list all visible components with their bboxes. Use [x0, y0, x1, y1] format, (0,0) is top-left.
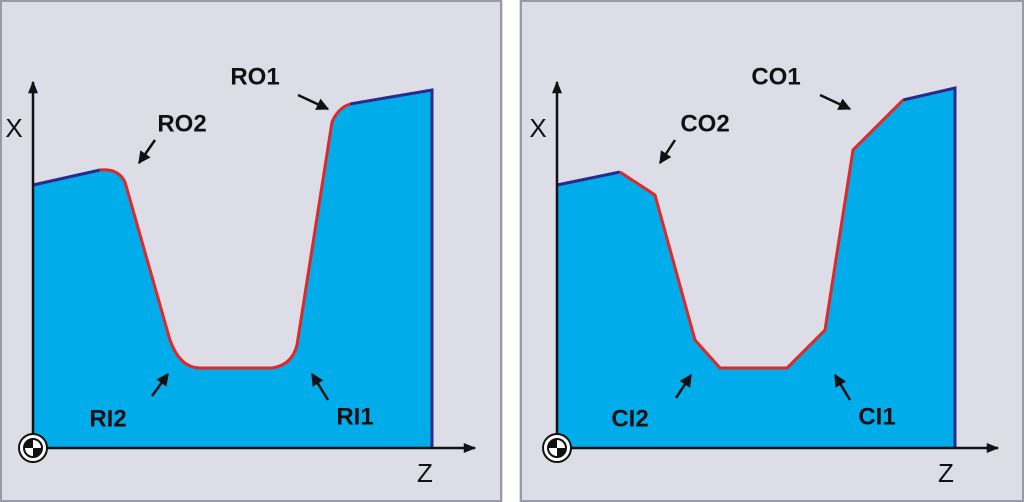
label: CO2 — [680, 110, 729, 137]
label: CI1 — [858, 403, 895, 430]
x-axis-label: X — [529, 113, 546, 143]
panel-frame — [0, 0, 502, 502]
arrow — [150, 372, 170, 397]
part-contour — [33, 90, 432, 448]
arrow — [310, 372, 330, 401]
panel-radius: X Z RO1 RO2 RI1 RI2 — [5, 63, 477, 488]
label: RI2 — [89, 405, 126, 432]
chamfered-edge — [619, 98, 905, 370]
divider — [503, 0, 519, 502]
origin-symbol — [542, 433, 572, 463]
x-axis-label: X — [5, 113, 22, 143]
z-axis-label: Z — [417, 458, 433, 488]
edge-line — [32, 88, 434, 448]
z-axis-label: Z — [938, 458, 954, 488]
label: RO2 — [157, 110, 206, 137]
label: RO1 — [230, 63, 279, 90]
arrow — [658, 139, 677, 165]
panel-frame — [520, 0, 1024, 502]
arrow — [674, 373, 693, 399]
arrow — [297, 93, 330, 111]
rounded-edge — [99, 102, 351, 370]
arrow — [833, 373, 852, 401]
edge-line — [556, 86, 957, 448]
label: RI1 — [336, 403, 373, 430]
panel-chamfer: X Z CO1 CO2 CI1 CI2 — [529, 63, 1000, 488]
arrow — [137, 139, 157, 165]
part-contour — [557, 88, 955, 448]
label: CI2 — [611, 405, 648, 432]
arrow — [819, 93, 852, 111]
origin-symbol — [18, 433, 48, 463]
label: CO1 — [751, 63, 800, 90]
